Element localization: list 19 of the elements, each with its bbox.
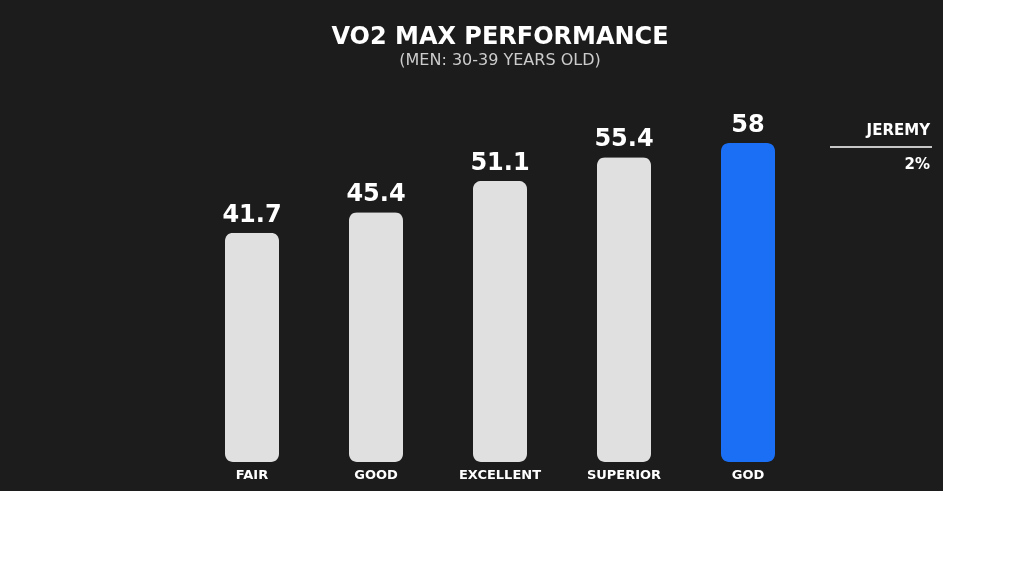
data-label: 58	[731, 110, 765, 138]
bar	[473, 180, 527, 462]
text: JEREMY	[865, 121, 932, 139]
x-tick-label: FAIR	[235, 466, 269, 482]
data-label: 51.1	[470, 147, 530, 176]
data-label: 55.4	[594, 124, 654, 153]
x-tick-label: SUPERIOR	[586, 466, 662, 482]
data-label: 45.4	[346, 179, 406, 208]
x-tick-label: EXCELLENT	[458, 466, 542, 482]
bar	[721, 143, 775, 462]
bar	[349, 212, 403, 462]
bar	[597, 157, 651, 462]
bar	[225, 232, 279, 462]
x-tick-label: GOD	[731, 466, 765, 482]
data-label: 41.7	[222, 199, 282, 228]
chart-title: VO2 MAX PERFORMANCE	[331, 22, 669, 50]
x-tick-label: GOOD	[354, 466, 398, 482]
text: 2%	[904, 155, 930, 173]
chart-subtitle: (MEN: 30-39 YEARS OLD)	[399, 50, 601, 69]
